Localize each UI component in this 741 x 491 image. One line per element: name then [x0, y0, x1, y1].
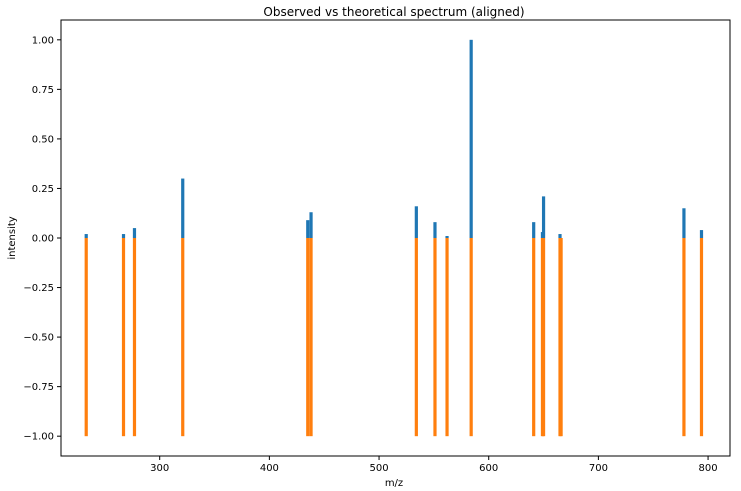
observed-bar-2	[132, 228, 137, 238]
x-tick-label-0: 300	[150, 463, 169, 474]
observed-bar-8	[445, 236, 449, 238]
observed-bar-14	[682, 208, 686, 238]
theoretical-bar-10	[532, 238, 536, 437]
x-axis-label: m/z	[385, 478, 403, 489]
observed-bar-6	[414, 206, 418, 238]
observed-bar-15	[699, 230, 704, 238]
chart-title: Observed vs theoretical spectrum (aligne…	[263, 5, 524, 19]
theoretical-bar-4	[306, 238, 310, 437]
theoretical-bar-2	[132, 238, 137, 437]
y-tick-label-7: 0.75	[32, 85, 54, 96]
y-tick-label-5: 0.25	[32, 184, 54, 195]
y-tick-label-3: −0.25	[23, 283, 54, 294]
y-tick-label-4: 0.00	[32, 234, 54, 245]
x-tick-label-4: 700	[589, 463, 608, 474]
theoretical-bar-15	[682, 238, 686, 437]
bars-group	[84, 39, 704, 437]
y-tick-label-1: −0.75	[23, 382, 54, 393]
observed-bar-9	[469, 39, 473, 238]
observed-bar-0	[84, 234, 88, 238]
observed-bar-5	[309, 212, 313, 238]
y-axis-label: intensity	[7, 216, 18, 259]
observed-bar-12	[541, 196, 546, 238]
x-tick-label-2: 500	[370, 463, 389, 474]
x-tick-label-3: 600	[479, 463, 498, 474]
observed-bar-7	[433, 222, 437, 238]
theoretical-bar-12	[541, 238, 546, 437]
theoretical-bar-16	[699, 238, 704, 437]
y-axis: −1.00 −0.75 −0.50 −0.25 0.00 0.25 0.50 0.75 1.00	[23, 35, 61, 443]
y-tick-label-8: 1.00	[32, 35, 54, 46]
theoretical-bar-7	[433, 238, 437, 437]
observed-bar-4	[306, 220, 310, 238]
theoretical-bar-8	[445, 238, 449, 437]
plot-frame	[60, 19, 731, 457]
theoretical-bar-14	[559, 238, 563, 437]
y-tick-label-2: −0.50	[23, 333, 54, 344]
observed-bar-10	[532, 222, 536, 238]
theoretical-bar-5	[309, 238, 313, 437]
x-axis: 300 400 500 600 700 800	[150, 456, 718, 474]
theoretical-bar-0	[84, 238, 88, 437]
observed-bar-13	[558, 234, 562, 238]
x-tick-label-5: 800	[699, 463, 718, 474]
y-tick-label-0: −1.00	[23, 432, 54, 443]
y-tick-label-6: 0.50	[32, 134, 54, 145]
theoretical-bar-1	[121, 238, 126, 437]
x-tick-label-1: 400	[260, 463, 279, 474]
theoretical-bar-6	[414, 238, 418, 437]
observed-bar-3	[181, 178, 185, 238]
theoretical-bar-3	[181, 238, 185, 437]
theoretical-bar-9	[469, 238, 473, 437]
observed-bar-1	[121, 234, 126, 238]
